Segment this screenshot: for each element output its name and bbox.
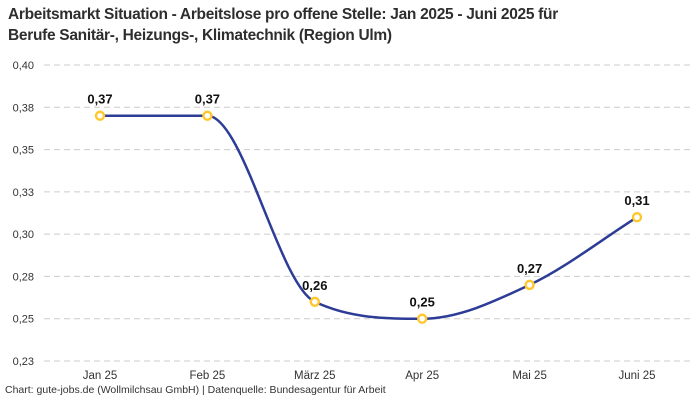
x-tick-label: Juni 25: [618, 370, 655, 382]
data-point-marker[interactable]: [417, 313, 428, 324]
x-tick-label: Jan 25: [83, 370, 118, 382]
chart-title-line-2: Berufe Sanitär-, Heizungs-, Klimatechnik…: [8, 27, 392, 44]
data-point-label: 0,31: [624, 193, 649, 208]
data-point-marker[interactable]: [524, 279, 535, 291]
data-point-label: 0,26: [302, 278, 327, 293]
x-tick-label: Feb 25: [189, 370, 225, 382]
y-tick-label: 0,33: [13, 187, 34, 199]
data-point-marker[interactable]: [631, 212, 643, 223]
y-tick-label: 0,28: [13, 271, 34, 283]
chart-title-line-1: Arbeitsmarkt Situation - Arbeitslose pro…: [8, 6, 558, 23]
data-point-label: 0,25: [410, 295, 435, 310]
x-tick-label: März 25: [294, 370, 336, 382]
y-tick-label: 0,25: [13, 314, 34, 326]
y-tick-label: 0,40: [13, 60, 34, 72]
data-point-label: 0,27: [517, 261, 542, 276]
x-tick-label: Mai 25: [512, 370, 547, 382]
chart-source-footer: Chart: gute-jobs.de (Wollmilchsau GmbH) …: [5, 384, 386, 396]
data-point-marker[interactable]: [94, 110, 106, 121]
data-point-label: 0,37: [195, 92, 220, 107]
data-point-label: 0,37: [87, 92, 112, 107]
y-tick-label: 0,30: [13, 229, 34, 241]
chart-title: Arbeitsmarkt Situation - Arbeitslose pro…: [8, 4, 692, 46]
data-point-marker[interactable]: [309, 296, 320, 307]
y-tick-label: 0,35: [13, 145, 34, 157]
series-line-path: [98, 114, 639, 320]
y-tick-label: 0,38: [13, 102, 34, 114]
data-point-marker[interactable]: [202, 110, 213, 121]
y-tick-label: 0,23: [13, 356, 34, 368]
x-tick-label: Apr 25: [405, 370, 439, 382]
